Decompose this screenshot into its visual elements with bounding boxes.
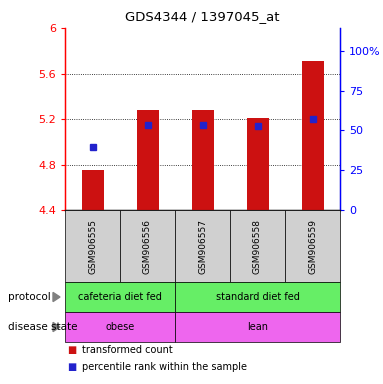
Bar	[136, 110, 159, 210]
Text: ■: ■	[67, 362, 76, 372]
Text: GSM906555: GSM906555	[88, 218, 97, 273]
Text: lean: lean	[247, 322, 268, 332]
Polygon shape	[53, 323, 60, 332]
Bar	[192, 110, 213, 210]
Text: GSM906559: GSM906559	[308, 218, 317, 273]
Bar	[301, 61, 324, 210]
Text: GSM906558: GSM906558	[253, 218, 262, 273]
Text: GSM906556: GSM906556	[143, 218, 152, 273]
Text: GDS4344 / 1397045_at: GDS4344 / 1397045_at	[125, 10, 280, 23]
Text: cafeteria diet fed: cafeteria diet fed	[78, 292, 162, 302]
Text: GSM906557: GSM906557	[198, 218, 207, 273]
Text: obese: obese	[105, 322, 135, 332]
Text: protocol: protocol	[8, 292, 51, 302]
Bar	[247, 118, 268, 210]
Text: standard diet fed: standard diet fed	[216, 292, 300, 302]
Text: percentile rank within the sample: percentile rank within the sample	[82, 362, 247, 372]
Text: ■: ■	[67, 345, 76, 355]
Text: disease state: disease state	[8, 322, 77, 332]
Polygon shape	[53, 292, 60, 301]
Bar	[82, 170, 103, 210]
Text: transformed count: transformed count	[82, 345, 173, 355]
